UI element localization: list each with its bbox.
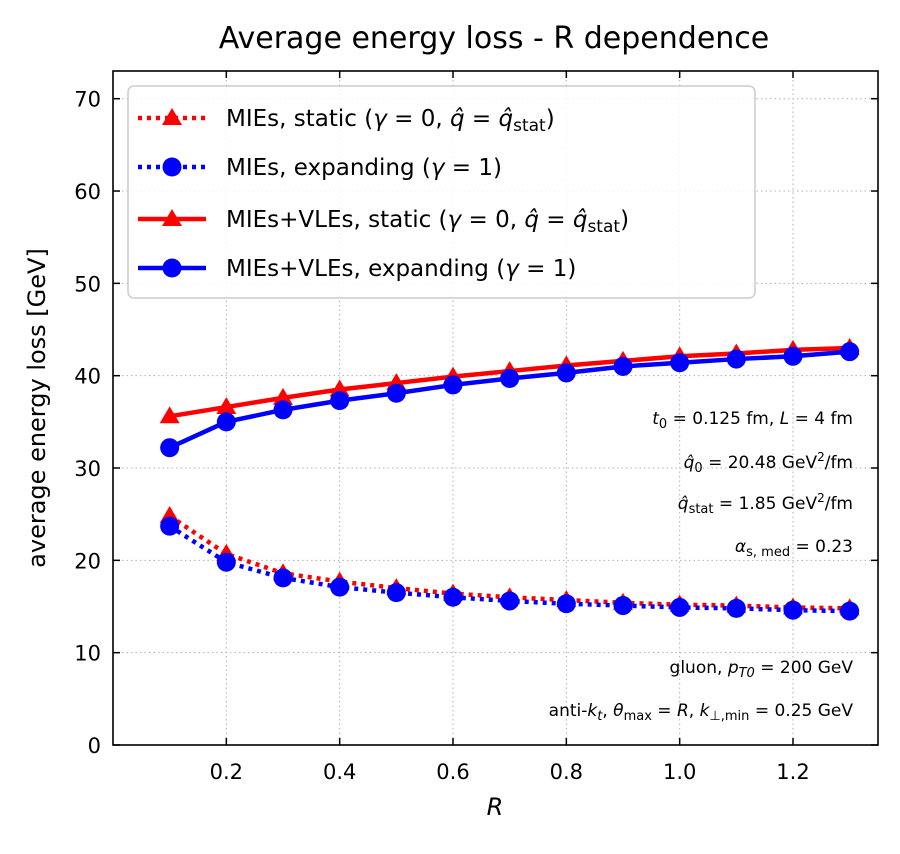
annotation-t0-L: t0 = 0.125 fm, L = 4 fm: [652, 409, 853, 432]
y-tick-label: 30: [74, 457, 101, 481]
data-point: [273, 400, 293, 420]
legend: MIEs, static (γ = 0, q̂ = q̂stat) MIEs, …: [127, 85, 756, 299]
data-point: [783, 600, 803, 620]
chart-title: Average energy loss - R dependence: [219, 21, 770, 56]
data-point: [330, 391, 350, 411]
data-point: [726, 349, 746, 369]
data-point: [329, 379, 350, 397]
x-tick-label: 0.4: [323, 760, 356, 784]
axis-ticks: 0.2 0.4 0.6 0.8 1.0 1.2 0 10 20 30 40 50 60 70: [74, 71, 878, 784]
data-point: [556, 594, 576, 614]
series-group: [159, 338, 860, 621]
data-point: [386, 583, 406, 603]
legend-marker-1: [162, 108, 182, 125]
legend-marker-2: [162, 157, 182, 177]
y-tick-label: 70: [74, 88, 101, 112]
data-point: [160, 438, 180, 458]
data-point: [500, 368, 520, 388]
data-point: [670, 353, 690, 373]
data-point: [726, 598, 746, 618]
x-tick-label: 0.8: [550, 760, 583, 784]
data-point: [613, 596, 633, 616]
annotation-alpha: αs, med = 0.23: [735, 537, 853, 560]
data-point: [273, 568, 293, 588]
data-point: [840, 342, 860, 362]
data-point: [670, 597, 690, 617]
data-point: [159, 406, 180, 424]
data-point: [443, 375, 463, 395]
annotation-gluon: gluon, pT0 = 200 GeV: [670, 658, 854, 681]
annotation-q0: q̂0 = 20.48 GeV2/fm: [684, 450, 853, 476]
x-axis-label: R: [487, 793, 504, 821]
plot-frame: [112, 70, 879, 746]
legend-marker-4: [162, 258, 182, 278]
data-point: [216, 552, 236, 572]
annotation-qstat: q̂stat = 1.85 GeV2/fm: [678, 491, 853, 517]
x-tick-label: 0.6: [436, 760, 469, 784]
x-tick-label: 1.2: [776, 760, 809, 784]
data-point: [273, 387, 293, 405]
legend-entry-3: MIEs+VLEs, static (γ = 0, q̂ = q̂stat): [226, 207, 629, 237]
data-point: [330, 577, 350, 597]
data-point: [386, 383, 406, 403]
y-tick-label: 50: [74, 272, 101, 296]
y-tick-label: 20: [74, 549, 101, 573]
data-point: [500, 591, 520, 611]
data-point: [840, 601, 860, 621]
data-point: [216, 412, 236, 432]
legend-entry-1: MIEs, static (γ = 0, q̂ = q̂stat): [226, 106, 555, 136]
annotations: t0 = 0.125 fm, L = 4 fm q̂0 = 20.48 GeV2…: [549, 409, 854, 724]
data-point: [556, 363, 576, 383]
x-tick-label: 0.2: [210, 760, 243, 784]
x-tick-label: 1.0: [663, 760, 696, 784]
legend-box: [127, 85, 756, 299]
data-point: [783, 346, 803, 366]
legend-handles: [138, 108, 206, 278]
data-point: [160, 516, 180, 536]
series-4: [160, 342, 860, 458]
legend-marker-3: [162, 209, 182, 226]
legend-entry-4: MIEs+VLEs, expanding (γ = 1): [226, 256, 576, 282]
data-point: [613, 356, 633, 376]
y-tick-label: 10: [74, 642, 101, 666]
data-point: [216, 397, 237, 415]
annotation-antikt: anti-kt, θmax = R, k⊥,min = 0.25 GeV: [549, 701, 854, 724]
y-tick-label: 60: [74, 180, 101, 204]
y-tick-label: 40: [74, 365, 101, 389]
y-axis-label: average energy loss [GeV]: [23, 248, 51, 568]
series-2: [160, 516, 860, 621]
legend-entry-2: MIEs, expanding (γ = 1): [226, 155, 502, 181]
data-point: [443, 587, 463, 607]
y-tick-label: 0: [88, 734, 101, 758]
